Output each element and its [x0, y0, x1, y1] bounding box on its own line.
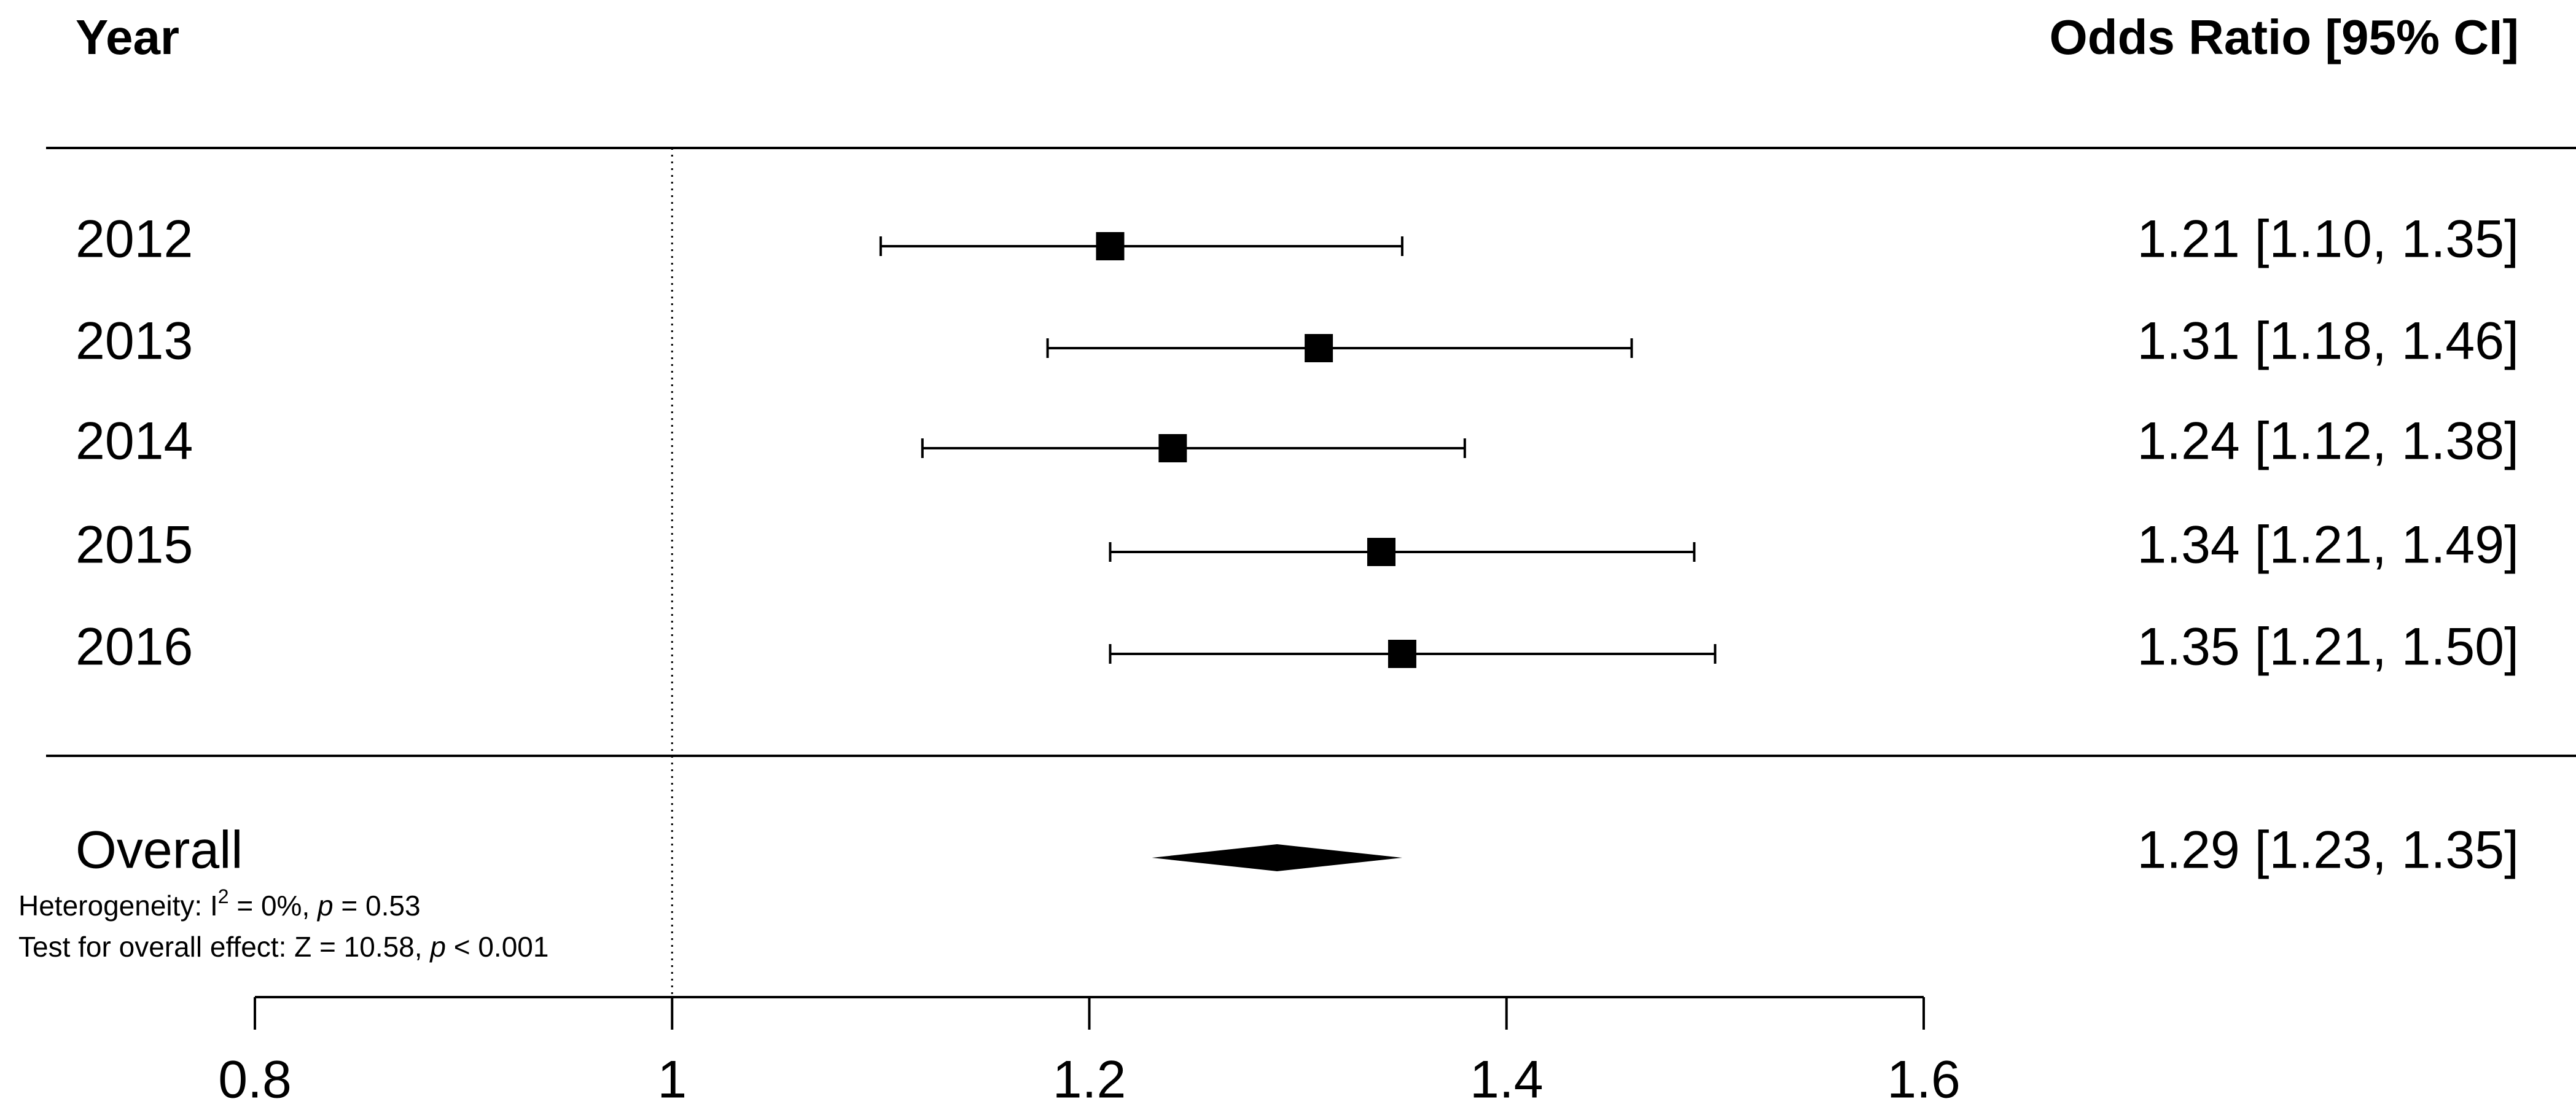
study-label: 2013 [76, 312, 193, 371]
confidence-interval [1046, 338, 1633, 358]
value-label: 1.31 [1.18, 1.46] [2137, 312, 2519, 371]
x-tick-label: 1 [657, 1051, 687, 1109]
x-tick-label: 0.8 [218, 1051, 292, 1109]
annotation-part: = 0.53 [334, 890, 421, 922]
annotation-part: Test for overall effect: Z = 10.58, [18, 931, 430, 963]
study-label: 2014 [76, 412, 193, 471]
study-label: 2012 [76, 210, 193, 269]
value-label: 1.21 [1.10, 1.35] [2137, 210, 2519, 269]
annotation-part: Heterogeneity: I [18, 890, 218, 922]
x-tick-label: 1.4 [1470, 1051, 1544, 1109]
study-label: 2016 [76, 618, 193, 677]
column-header: Year [76, 10, 179, 64]
study-label: 2015 [76, 516, 193, 575]
value-label: 1.35 [1.21, 1.50] [2137, 618, 2519, 677]
annotation-part: p [429, 931, 446, 963]
annotation-part: 2 [218, 885, 229, 907]
point-estimate [1096, 232, 1125, 260]
overall-label: Overall [76, 821, 243, 880]
annotation-part: < 0.001 [446, 931, 549, 963]
point-estimate [1388, 640, 1416, 668]
column-header: Odds Ratio [95% CI] [2049, 10, 2519, 64]
heterogeneity-note: Heterogeneity: I2 = 0%, p = 0.53 [18, 885, 421, 922]
overall-effect-note: Test for overall effect: Z = 10.58, p < … [18, 931, 548, 963]
value-label: 1.24 [1.12, 1.38] [2137, 412, 2519, 471]
x-tick-label: 1.6 [1887, 1051, 1961, 1109]
annotation-part: = 0%, [229, 890, 318, 922]
confidence-interval [921, 438, 1466, 458]
point-estimate [1305, 334, 1333, 362]
confidence-interval [879, 236, 1403, 256]
point-estimate [1367, 538, 1395, 566]
annotation-part: p [316, 890, 334, 922]
value-label: 1.34 [1.21, 1.49] [2137, 516, 2519, 575]
x-tick-label: 1.2 [1053, 1051, 1126, 1109]
overall-diamond [1152, 844, 1402, 871]
overall-value-label: 1.29 [1.23, 1.35] [2137, 821, 2519, 880]
point-estimate [1158, 434, 1187, 462]
confidence-interval [1109, 542, 1696, 562]
